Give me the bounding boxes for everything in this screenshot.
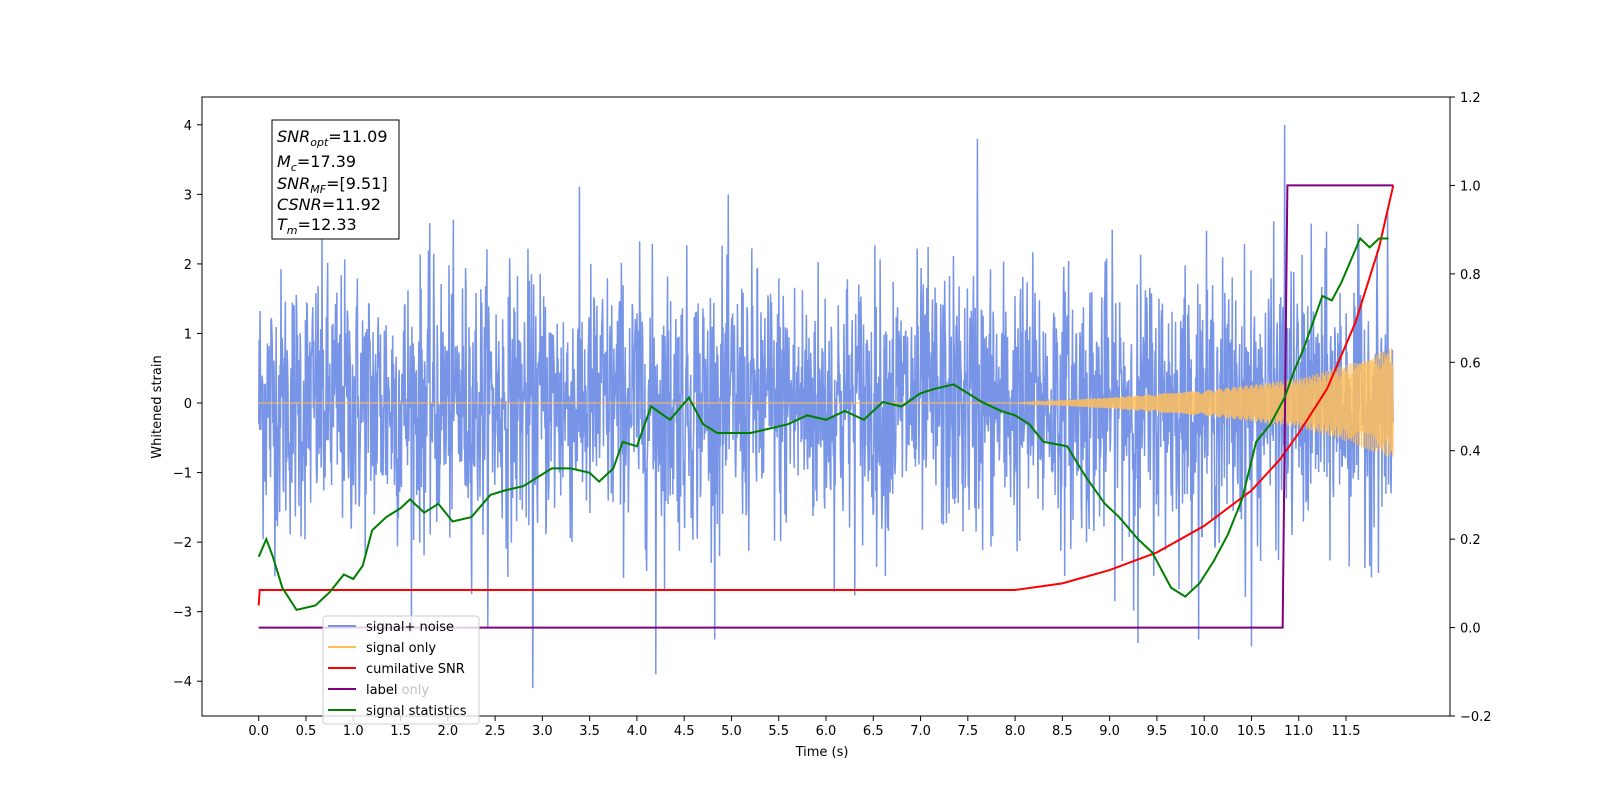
label-series <box>258 184 1394 629</box>
y-axis-right-ticks: −0.2 0.0 0.2 0.4 0.6 0.8 1.0 1.2 <box>1450 91 1492 725</box>
x-tick-label: 5.5 <box>768 724 789 739</box>
x-tick-label: 0.0 <box>248 724 269 739</box>
x-tick-label: 2.0 <box>437 724 458 739</box>
y-tick-label: 2 <box>184 258 192 273</box>
y-axis-label: Whitened strain <box>150 355 165 458</box>
x-tick-label: 8.5 <box>1052 724 1073 739</box>
y-tick-label: −2 <box>173 536 192 551</box>
legend: signal+ noise signal only cumilative SNR… <box>322 615 480 725</box>
legend-label-label: label <box>366 683 397 698</box>
y-tick-label: 4 <box>184 119 192 134</box>
legend-label-signal-only: signal only <box>366 641 436 656</box>
y2-tick-label: 0.8 <box>1460 268 1481 283</box>
y2-tick-label: 0.6 <box>1460 356 1481 371</box>
x-tick-label: 1.0 <box>343 724 364 739</box>
y2-tick-label: 0.2 <box>1460 533 1481 548</box>
legend-label-label-only: label only <box>366 683 429 698</box>
annotation-mc: Mc=17.39 <box>277 152 356 174</box>
signal-only-series <box>258 348 1394 457</box>
x-tick-label: 11.5 <box>1332 724 1361 739</box>
y-tick-label: −1 <box>173 467 192 482</box>
x-tick-label: 3.5 <box>579 724 600 739</box>
annotation-box: SNRopt=11.09 Mc=17.39 SNRMF=[9.51] CSNR=… <box>271 119 400 240</box>
legend-label-cumulative-snr: cumilative SNR <box>366 662 465 677</box>
y-tick-label: 0 <box>184 397 192 412</box>
x-tick-label: 6.5 <box>863 724 884 739</box>
annotation-tm: Tm=12.33 <box>277 215 357 237</box>
x-tick-label: 9.0 <box>1099 724 1120 739</box>
cumulative-snr-series <box>257 185 1395 606</box>
x-tick-label: 0.5 <box>296 724 317 739</box>
y2-tick-label: 1.2 <box>1460 91 1481 106</box>
x-tick-label: 6.0 <box>816 724 837 739</box>
series-layer <box>257 124 1395 689</box>
y2-tick-label: 0.4 <box>1460 445 1481 460</box>
y-axis-left-ticks: −4 −3 −2 −1 0 1 2 3 4 <box>173 119 202 690</box>
x-tick-label: 4.5 <box>674 724 695 739</box>
x-tick-label: 11.0 <box>1284 724 1313 739</box>
x-axis-label: Time (s) <box>795 745 849 760</box>
x-tick-label: 5.0 <box>721 724 742 739</box>
x-axis-ticks: 0.0 0.5 1.0 1.5 2.0 2.5 3.0 3.5 4.0 4.5 5.0 5.5 6.0 6… <box>248 716 1360 739</box>
x-tick-label: 1.5 <box>390 724 411 739</box>
y2-tick-label: −0.2 <box>1460 710 1492 725</box>
y2-tick-label: 1.0 <box>1460 179 1481 194</box>
legend-label-signal-noise: signal+ noise <box>366 620 454 635</box>
y-tick-label: 1 <box>184 327 192 342</box>
x-tick-label: 9.5 <box>1147 724 1168 739</box>
annotation-csnr: CSNR=11.92 <box>277 195 381 214</box>
annotation-snr-opt: SNRopt=11.09 <box>277 127 388 149</box>
y-tick-label: −4 <box>173 675 192 690</box>
y2-tick-label: 0.0 <box>1460 622 1481 637</box>
x-tick-label: 10.5 <box>1237 724 1266 739</box>
signal-statistics-series <box>257 236 1389 612</box>
x-tick-label: 10.0 <box>1190 724 1219 739</box>
signal-noise-series <box>257 124 1395 689</box>
y-tick-label: 3 <box>184 188 192 203</box>
y-tick-label: −3 <box>173 606 192 621</box>
annotation-snr-mf: SNRMF=[9.51] <box>277 174 388 196</box>
x-tick-label: 4.0 <box>627 724 648 739</box>
x-tick-label: 2.5 <box>485 724 506 739</box>
x-tick-label: 8.0 <box>1005 724 1026 739</box>
x-tick-label: 7.0 <box>910 724 931 739</box>
x-tick-label: 7.5 <box>957 724 978 739</box>
x-tick-label: 3.0 <box>532 724 553 739</box>
legend-label-signal-statistics: signal statistics <box>366 704 467 719</box>
